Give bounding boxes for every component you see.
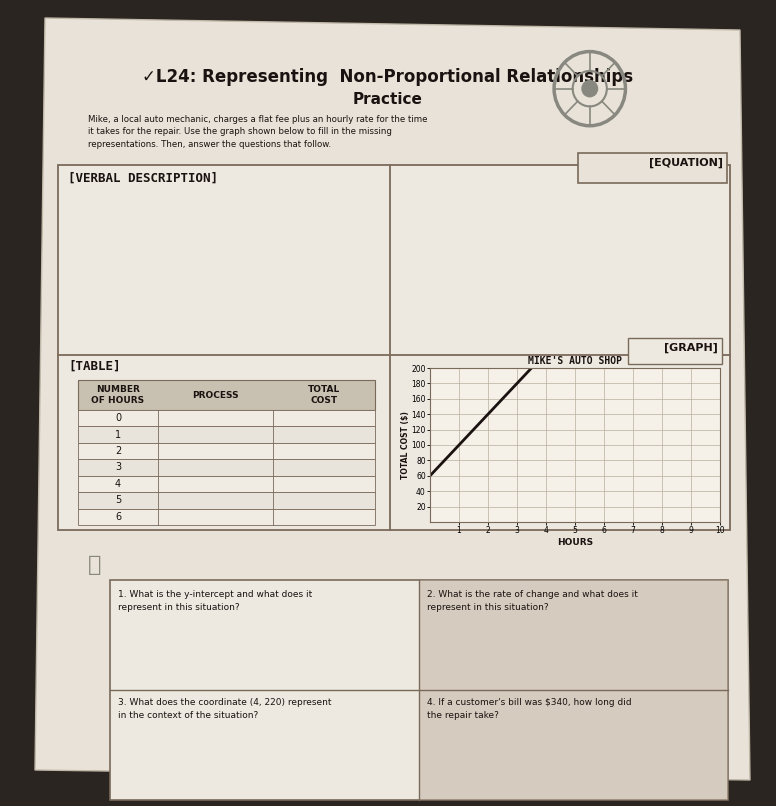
Text: 4. If a customer's bill was $340, how long did
the repair take?: 4. If a customer's bill was $340, how lo…	[427, 698, 632, 720]
Text: 0: 0	[115, 413, 121, 423]
Y-axis label: TOTAL COST ($): TOTAL COST ($)	[401, 411, 410, 479]
X-axis label: HOURS: HOURS	[557, 538, 593, 547]
Text: [GRAPH]: [GRAPH]	[664, 343, 718, 353]
Bar	[78, 492, 375, 509]
Polygon shape	[35, 18, 750, 780]
Text: 3: 3	[115, 463, 121, 472]
Text: [TABLE]: [TABLE]	[68, 360, 120, 373]
Text: 6: 6	[115, 512, 121, 521]
Text: NUMBER
OF HOURS: NUMBER OF HOURS	[92, 385, 144, 405]
Bar	[78, 426, 375, 442]
Text: Practice: Practice	[353, 92, 423, 107]
Text: 2: 2	[115, 446, 121, 456]
FancyBboxPatch shape	[628, 338, 722, 364]
Bar	[78, 442, 375, 459]
Bar	[78, 380, 375, 410]
Bar	[78, 459, 375, 476]
Bar	[78, 509, 375, 525]
Text: 🧰: 🧰	[88, 555, 102, 575]
Text: 3. What does the coordinate (4, 220) represent
in the context of the situation?: 3. What does the coordinate (4, 220) rep…	[118, 698, 331, 720]
Circle shape	[582, 81, 598, 97]
Text: 5: 5	[115, 496, 121, 505]
Text: [EQUATION]: [EQUATION]	[649, 158, 723, 168]
Text: 1: 1	[115, 430, 121, 439]
Text: ✓L24: Representing  Non-Proportional Relationships: ✓L24: Representing Non-Proportional Rela…	[143, 68, 633, 86]
FancyBboxPatch shape	[578, 153, 727, 183]
Text: 1. What is the y-intercept and what does it
represent in this situation?: 1. What is the y-intercept and what does…	[118, 590, 312, 612]
Text: 4: 4	[115, 479, 121, 489]
Bar	[78, 410, 375, 426]
FancyBboxPatch shape	[419, 580, 728, 800]
Text: 2. What is the rate of change and what does it
represent in this situation?: 2. What is the rate of change and what d…	[427, 590, 638, 612]
Title: MIKE'S AUTO SHOP: MIKE'S AUTO SHOP	[528, 355, 622, 366]
FancyBboxPatch shape	[58, 165, 730, 530]
Text: PROCESS: PROCESS	[192, 390, 239, 400]
FancyBboxPatch shape	[110, 580, 728, 800]
Text: TOTAL
COST: TOTAL COST	[308, 385, 340, 405]
Text: [VERBAL DESCRIPTION]: [VERBAL DESCRIPTION]	[68, 172, 218, 185]
Bar	[78, 476, 375, 492]
Text: Mike, a local auto mechanic, charges a flat fee plus an hourly rate for the time: Mike, a local auto mechanic, charges a f…	[88, 115, 428, 149]
